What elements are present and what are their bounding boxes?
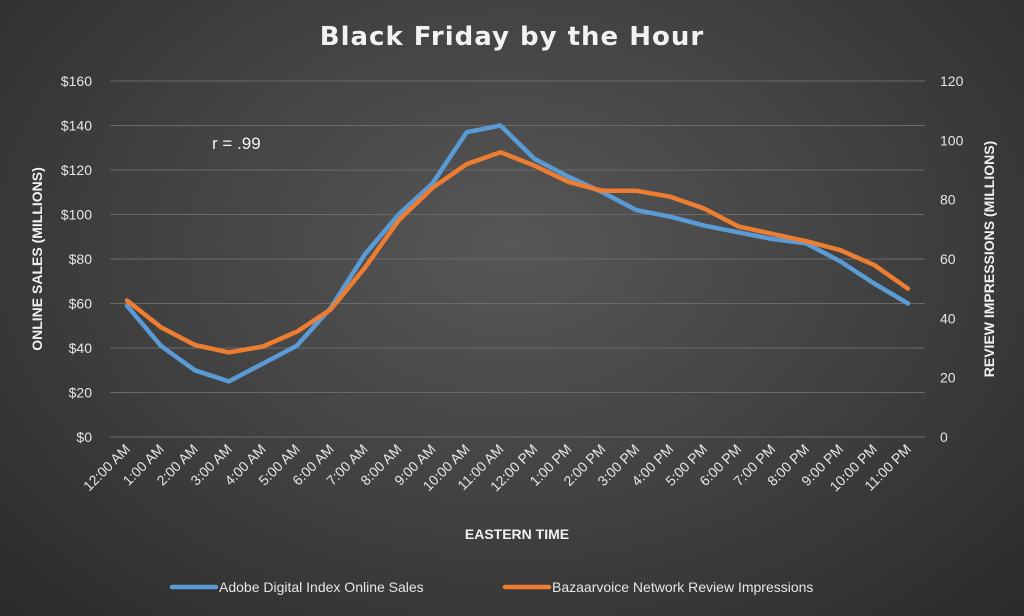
y-tick-left: $80 [69,251,93,267]
legend-label: Adobe Digital Index Online Sales [219,579,424,595]
x-axis-title: EASTERN TIME [465,526,569,542]
y-tick-right: 40 [940,310,956,326]
y-tick-right: 20 [940,370,956,386]
series-line-adobe-digital-index-online-sales [124,123,911,384]
y-tick-left: $120 [61,162,92,178]
y-tick-left: $60 [69,296,93,312]
left-axis-title: ONLINE SALES (MILLIONS) [29,167,45,351]
x-tick: 12:00 AM [80,441,133,494]
series-line-bazaarvoice-network-review-impressions [124,149,911,355]
chart-title: Black Friday by the Hour [320,22,704,52]
y-tick-left: $160 [61,73,92,89]
left-axis-ticks: $0 $20 $40 $60 $80 $100 $120 $140 $160 [61,73,92,445]
y-tick-right: 60 [940,251,956,267]
y-tick-left: $40 [69,340,93,356]
y-tick-left: $0 [76,429,92,445]
right-axis-title: REVIEW IMPRESSIONS (MILLIONS) [981,141,997,377]
y-tick-left: $140 [61,118,92,134]
y-tick-right: 120 [940,73,964,89]
correlation-annotation: r = .99 [212,134,261,153]
y-tick-left: $20 [69,385,93,401]
y-tick-right: 0 [940,429,948,445]
series-lines [124,123,911,384]
legend: Adobe Digital Index Online Sales Bazaarvo… [169,579,813,595]
legend-label: Bazaarvoice Network Review Impressions [552,579,813,595]
right-axis-ticks: 0 20 40 60 80 100 120 [940,73,964,445]
y-tick-left: $100 [61,207,92,223]
y-tick-right: 80 [940,192,956,208]
x-axis-ticks: 12:00 AM1:00 AM2:00 AM3:00 AM4:00 AM5:00… [80,441,914,495]
y-tick-right: 100 [940,132,964,148]
